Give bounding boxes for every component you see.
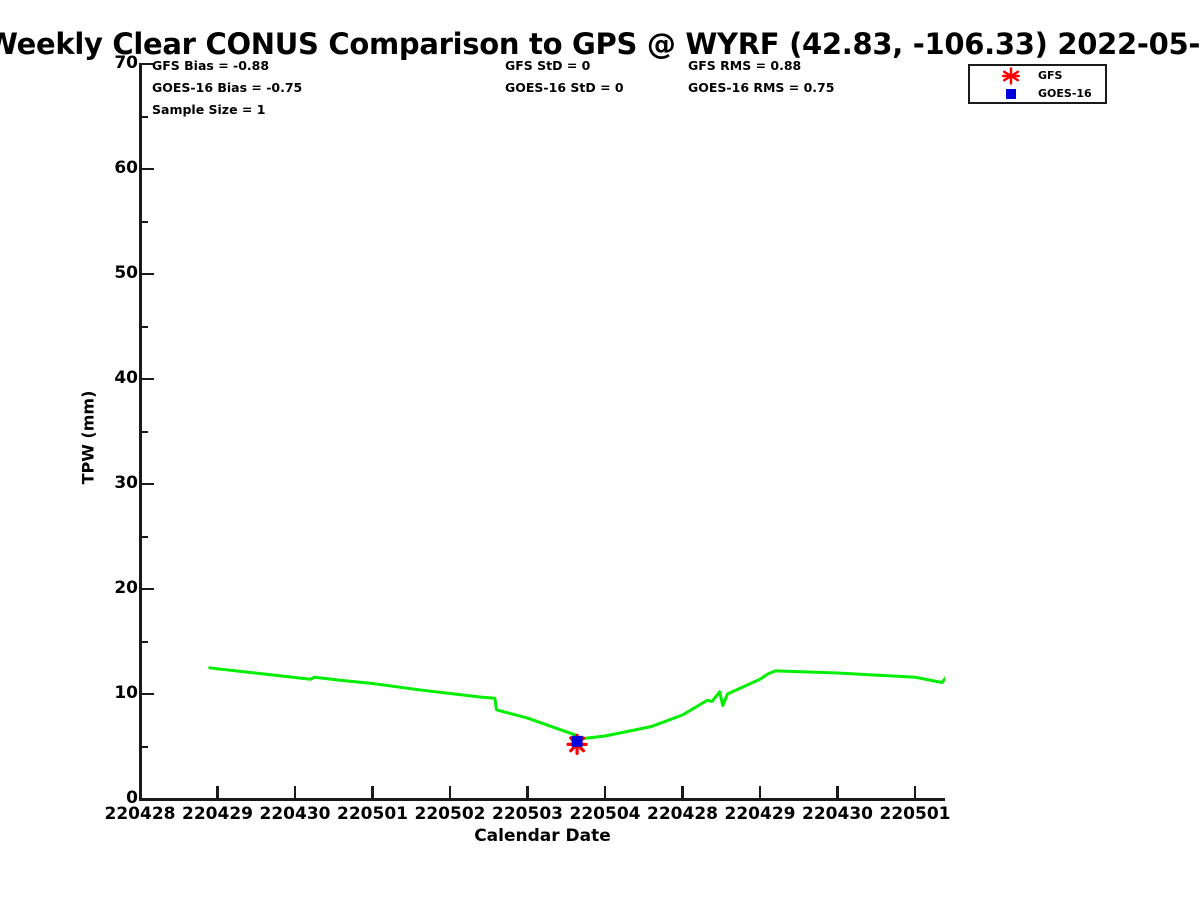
x-tick-label-7: 220428 bbox=[647, 804, 718, 824]
x-tick-label-0: 220428 bbox=[104, 804, 176, 824]
stat-goes-bias: GOES-16 Bias = -0.75 bbox=[152, 80, 303, 95]
stat-goes-std: GOES-16 StD = 0 bbox=[505, 80, 624, 95]
x-axis-line bbox=[139, 798, 945, 801]
y-tick-minor-5 bbox=[141, 745, 148, 748]
x-tick-4 bbox=[448, 786, 452, 799]
y-tick-label-30: 30 bbox=[114, 473, 138, 493]
x-tick-label-8: 220429 bbox=[724, 804, 796, 824]
goes16-square-marker bbox=[571, 735, 583, 747]
asterisk-icon bbox=[1002, 67, 1020, 85]
stat-sample-size: Sample Size = 1 bbox=[152, 102, 266, 117]
y-tick-60 bbox=[141, 167, 154, 171]
y-tick-10 bbox=[141, 692, 154, 696]
gps-series-line bbox=[208, 666, 945, 741]
x-tick-10 bbox=[913, 786, 917, 799]
legend-entry-gfs: GFS bbox=[970, 66, 1105, 86]
stat-gfs-std: GFS StD = 0 bbox=[505, 58, 591, 73]
goes16-series-markers bbox=[571, 735, 583, 747]
y-tick-label-0: 0 bbox=[126, 788, 138, 808]
y-axis-label: TPW (mm) bbox=[78, 390, 98, 485]
y-tick-30 bbox=[141, 482, 154, 486]
y-tick-minor-35 bbox=[141, 430, 148, 433]
stat-gfs-bias: GFS Bias = -0.88 bbox=[152, 58, 270, 73]
x-tick-9 bbox=[836, 786, 839, 799]
y-tick-label-60: 60 bbox=[114, 158, 138, 178]
y-tick-label-10: 10 bbox=[114, 683, 138, 703]
square-icon bbox=[1000, 84, 1022, 104]
x-tick-6 bbox=[603, 786, 607, 799]
x-tick-label-2: 220430 bbox=[259, 804, 331, 824]
y-tick-70 bbox=[141, 62, 154, 66]
x-tick-label-1: 220429 bbox=[182, 804, 253, 824]
y-tick-minor-25 bbox=[141, 535, 148, 538]
x-tick-label-10: 220501 bbox=[879, 804, 951, 824]
legend-box: GFS GOES-16 bbox=[968, 64, 1107, 104]
plot-area bbox=[208, 666, 945, 756]
x-tick-2 bbox=[293, 786, 297, 799]
stat-goes-rms: GOES-16 RMS = 0.75 bbox=[688, 80, 835, 95]
x-tick-5 bbox=[526, 786, 529, 799]
chart-title: Weekly Clear CONUS Comparison to GPS @ W… bbox=[0, 27, 1200, 61]
legend-entry-goes16: GOES-16 bbox=[970, 84, 1105, 104]
x-tick-3 bbox=[371, 786, 374, 799]
legend-label-goes16: GOES-16 bbox=[1038, 87, 1092, 100]
x-tick-0 bbox=[138, 786, 142, 799]
x-tick-8 bbox=[758, 786, 762, 799]
y-tick-0 bbox=[141, 797, 154, 801]
x-tick-label-6: 220504 bbox=[569, 804, 641, 824]
x-tick-label-4: 220502 bbox=[414, 804, 486, 824]
x-tick-label-9: 220430 bbox=[802, 804, 873, 824]
y-tick-label-20: 20 bbox=[114, 578, 138, 598]
y-tick-50 bbox=[141, 272, 154, 276]
x-tick-label-5: 220503 bbox=[492, 804, 563, 824]
x-tick-label-3: 220501 bbox=[337, 804, 408, 824]
y-tick-label-50: 50 bbox=[114, 263, 138, 283]
y-tick-40 bbox=[141, 377, 154, 381]
y-tick-label-40: 40 bbox=[114, 368, 138, 388]
y-tick-label-70: 70 bbox=[114, 53, 138, 73]
stat-gfs-rms: GFS RMS = 0.88 bbox=[688, 58, 802, 73]
y-tick-minor-55 bbox=[141, 220, 148, 223]
x-tick-1 bbox=[216, 786, 219, 799]
y-tick-minor-45 bbox=[141, 325, 148, 328]
x-axis-label: Calendar Date bbox=[474, 826, 611, 846]
legend-label-gfs: GFS bbox=[1038, 69, 1063, 82]
y-tick-minor-15 bbox=[141, 640, 148, 643]
y-tick-minor-65 bbox=[141, 115, 148, 118]
y-tick-20 bbox=[141, 587, 154, 591]
y-axis-line bbox=[139, 63, 142, 800]
x-tick-7 bbox=[681, 786, 684, 799]
